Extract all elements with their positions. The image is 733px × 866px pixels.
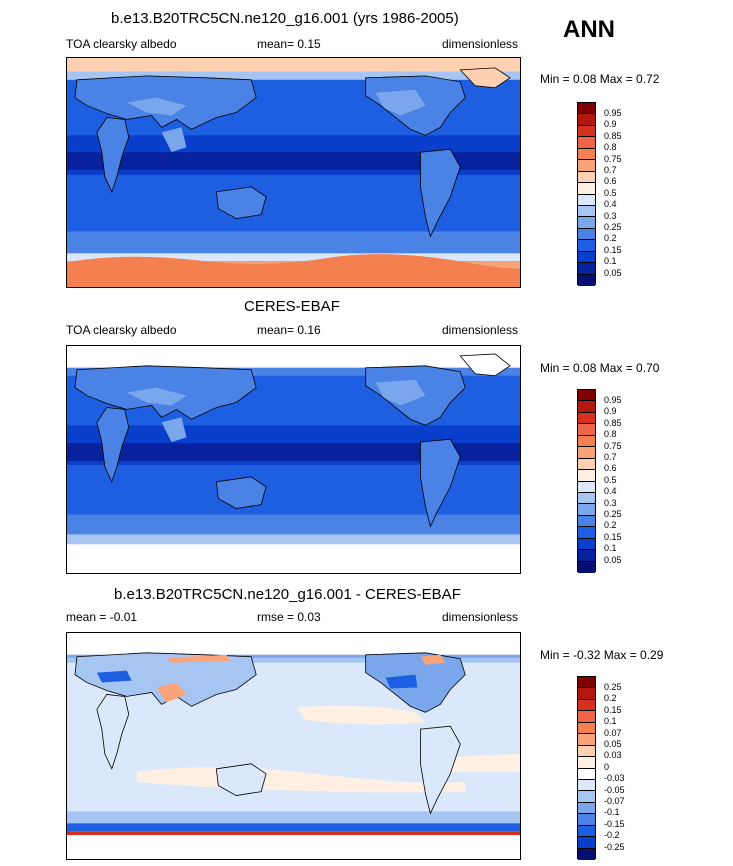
- panel2-minmax-label: Min = 0.08 Max = 0.70: [540, 361, 660, 375]
- colorbar-tick-label: 0.4: [604, 199, 617, 209]
- colorbar-tick-label: -0.07: [604, 796, 625, 806]
- colorbar-tick-label: 0.5: [604, 475, 617, 485]
- colorbar-tick-label: -0.15: [604, 819, 625, 829]
- colorbar-tick-label: 0.05: [604, 555, 622, 565]
- colorbar-tick-label: 0.6: [604, 463, 617, 473]
- colorbar-tick-label: 0.8: [604, 142, 617, 152]
- colorbar-tick-label: -0.03: [604, 773, 625, 783]
- colorbar-tick-label: 0.95: [604, 395, 622, 405]
- colorbar-tick-label: 0.05: [604, 739, 622, 749]
- panel2-units-label: dimensionless: [442, 323, 519, 337]
- colorbar-tick-label: -0.1: [604, 807, 620, 817]
- colorbar-tick-label: 0.3: [604, 211, 617, 221]
- colorbar-tick-label: 0.1: [604, 256, 617, 266]
- colorbar-tick-label: 0.1: [604, 543, 617, 553]
- panel3-units-label: dimensionless: [442, 610, 519, 624]
- panel1-title: b.e13.B20TRC5CN.ne120_g16.001 (yrs 1986-…: [111, 10, 459, 27]
- panel2-title: CERES-EBAF: [244, 298, 340, 315]
- panel1-variable-label: TOA clearsky albedo: [66, 37, 177, 51]
- colorbar-tick-label: 0.15: [604, 245, 622, 255]
- panel3-map: [66, 632, 521, 860]
- colorbar-tick-label: 0.6: [604, 176, 617, 186]
- colorbar-tick-label: 0: [604, 762, 610, 772]
- panel1-mean-label: mean= 0.15: [257, 37, 321, 51]
- colorbar-tick-label: 0.15: [604, 705, 622, 715]
- colorbar-tick-label: 0.9: [604, 119, 617, 129]
- colorbar-tick-label: 0.3: [604, 498, 617, 508]
- colorbar-tick-label: 0.75: [604, 154, 622, 164]
- colorbar-tick-label: 0.9: [604, 406, 617, 416]
- season-label: ANN: [563, 16, 615, 43]
- panel3-minmax-label: Min = -0.32 Max = 0.29: [540, 648, 664, 662]
- colorbar-tick-label: 0.7: [604, 165, 617, 175]
- colorbar-tick-label: 0.2: [604, 693, 617, 703]
- colorbar-tick-label: -0.05: [604, 785, 625, 795]
- colorbar-tick-label: -0.25: [604, 842, 625, 852]
- panel3-mean-label: mean = -0.01: [66, 610, 138, 624]
- colorbar-tick-label: 0.25: [604, 682, 622, 692]
- colorbar-tick-label: 0.75: [604, 441, 622, 451]
- colorbar-tick-label: 0.95: [604, 108, 622, 118]
- colorbar-tick-label: 0.1: [604, 716, 617, 726]
- panel1-colorbar: [577, 102, 596, 286]
- panel2-variable-label: TOA clearsky albedo: [66, 323, 177, 337]
- panel1-units-label: dimensionless: [442, 37, 519, 51]
- panel1-minmax-label: Min = 0.08 Max = 0.72: [540, 72, 660, 86]
- colorbar-tick-label: 0.25: [604, 509, 622, 519]
- panel3-title: b.e13.B20TRC5CN.ne120_g16.001 - CERES-EB…: [114, 586, 461, 603]
- colorbar-tick-label: 0.85: [604, 418, 622, 428]
- colorbar-tick-label: 0.7: [604, 452, 617, 462]
- colorbar-tick-label: 0.07: [604, 728, 622, 738]
- colorbar-tick-label: 0.25: [604, 222, 622, 232]
- colorbar-tick-label: 0.5: [604, 188, 617, 198]
- colorbar-tick-label: 0.85: [604, 131, 622, 141]
- colorbar-tick-label: 0.8: [604, 429, 617, 439]
- panel2-mean-label: mean= 0.16: [257, 323, 321, 337]
- panel3-colorbar: [577, 676, 596, 860]
- colorbar-tick-label: 0.2: [604, 520, 617, 530]
- colorbar-tick-label: 0.03: [604, 750, 622, 760]
- colorbar-tick-label: 0.15: [604, 532, 622, 542]
- colorbar-tick-label: 0.05: [604, 268, 622, 278]
- colorbar-tick-label: -0.2: [604, 830, 620, 840]
- panel1-map: [66, 57, 521, 288]
- colorbar-tick-label: 0.4: [604, 486, 617, 496]
- panel3-rmse-label: rmse = 0.03: [257, 610, 321, 624]
- panel2-colorbar: [577, 389, 596, 573]
- panel2-map: [66, 345, 521, 574]
- colorbar-tick-label: 0.2: [604, 233, 617, 243]
